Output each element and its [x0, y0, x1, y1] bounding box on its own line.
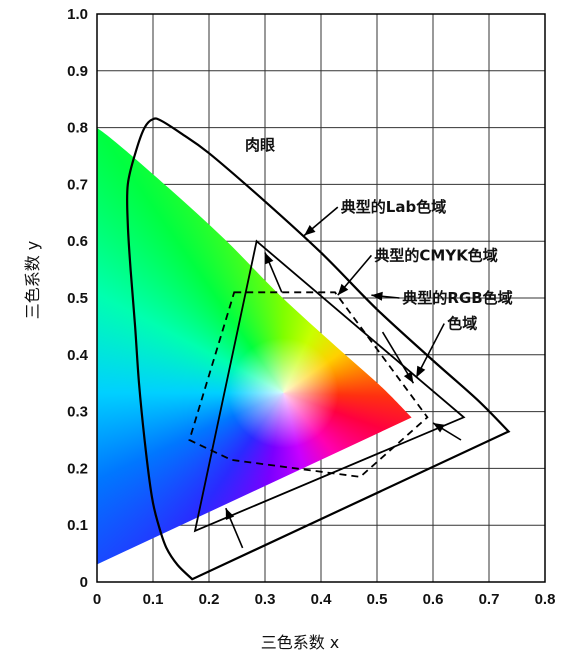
eye-label: 肉眼 — [245, 136, 275, 154]
inner-arrow-2-head — [403, 371, 414, 384]
y-tick-label: 1.0 — [67, 6, 88, 23]
cmyk-gamut-polygon — [188, 291, 429, 478]
y-tick-label: 0 — [80, 574, 88, 591]
y-tick-label: 0.3 — [67, 404, 88, 421]
gamut-layer — [188, 239, 466, 533]
y-tick-label: 0.7 — [67, 176, 88, 193]
x-tick-label: 0.1 — [143, 591, 164, 608]
annotation-lab: 典型的Lab色域 — [341, 198, 446, 216]
y-axis-title: 三色系数 y — [23, 241, 42, 320]
annotation-lab-arrow-head — [304, 225, 316, 236]
x-tick-label: 0.5 — [367, 591, 388, 608]
arrow-layer — [225, 206, 462, 549]
annotation-rgb2-arrow-head — [416, 365, 426, 378]
rgb-gamut-polygon — [193, 239, 466, 533]
plot-frame — [96, 13, 546, 583]
y-tick-label: 0.1 — [67, 517, 88, 534]
y-tick-label: 0.4 — [67, 347, 89, 364]
inner-arrow-0-head — [265, 252, 274, 265]
x-tick-label: 0 — [93, 591, 101, 608]
x-tick-label: 0.3 — [255, 591, 276, 608]
x-tick-label: 0.2 — [199, 591, 220, 608]
y-tick-label: 0.6 — [67, 233, 88, 250]
annotation-cmyk: 典型的CMYK色域 — [374, 246, 497, 264]
y-tick-label: 0.9 — [67, 63, 88, 80]
y-tick-label: 0.2 — [67, 460, 88, 477]
annotation-cmyk-arrow-head — [337, 283, 349, 296]
inner-arrow-3-head — [433, 423, 445, 433]
x-tick-label: 0.4 — [311, 591, 333, 608]
y-tick-label: 0.8 — [67, 120, 88, 137]
x-tick-label: 0.6 — [423, 591, 444, 608]
x-axis-title: 三色系数 x — [261, 633, 340, 652]
annotation-rgb: 典型的RGB色域 — [402, 289, 512, 307]
x-tick-labels: 0 0.1 0.2 0.3 0.4 0.5 0.6 0.7 0.8 — [93, 591, 556, 608]
annotation-rgb-arrow-head — [371, 291, 383, 301]
x-tick-label: 0.7 — [479, 591, 500, 608]
y-tick-labels: 0 0.1 0.2 0.3 0.4 0.5 0.6 0.7 0.8 0.9 1.0 — [67, 6, 89, 591]
annotation-rgb2: 色域 — [447, 315, 477, 333]
x-tick-label: 0.8 — [535, 591, 556, 608]
inner-arrow-1-head — [225, 508, 235, 520]
y-tick-label: 0.5 — [67, 290, 88, 307]
